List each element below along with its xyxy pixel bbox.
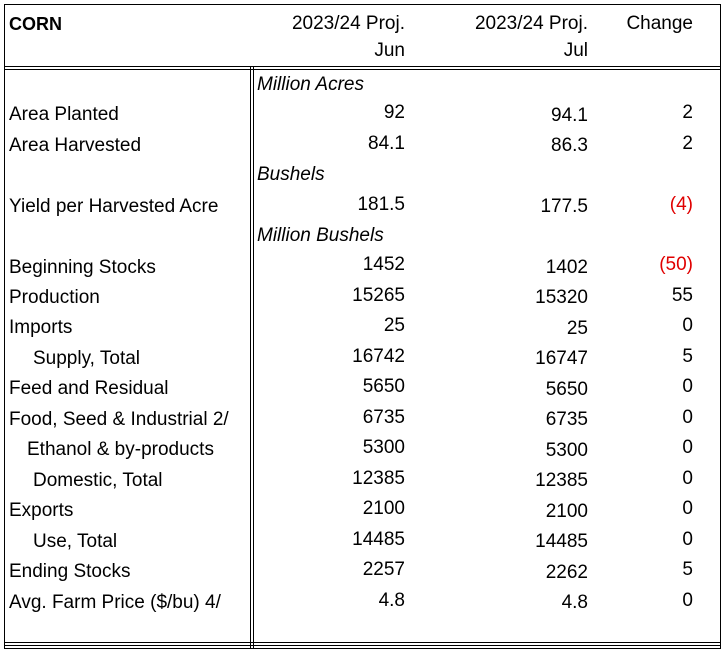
cell-jun: 4.8 xyxy=(378,590,405,611)
row-label: Ethanol & by-products xyxy=(27,439,214,460)
cell-jul: 1402 xyxy=(545,257,588,278)
cell-jul: 94.1 xyxy=(551,105,588,126)
cell-jun: 6735 xyxy=(362,407,405,428)
col-jun-header-line2: Jun xyxy=(374,40,405,61)
row-label: Avg. Farm Price ($/bu) 4/ xyxy=(9,592,221,613)
cell-jul: 5300 xyxy=(545,440,588,461)
cell-jul: 6735 xyxy=(545,409,588,430)
row-label: Beginning Stocks xyxy=(9,257,156,278)
footer-divider-double xyxy=(4,645,721,646)
col-jul-header-line1: 2023/24 Proj. xyxy=(474,13,588,34)
cell-jun: 12385 xyxy=(352,468,405,489)
cell-jul: 16747 xyxy=(535,348,588,369)
row-label: Food, Seed & Industrial 2/ xyxy=(9,409,229,430)
column-divider-double xyxy=(253,67,254,649)
column-divider xyxy=(250,67,251,649)
cell-jul: 12385 xyxy=(535,470,588,491)
cell-jun: 1452 xyxy=(362,254,405,275)
cell-change: 0 xyxy=(682,498,693,519)
cell-jun: 15265 xyxy=(352,285,405,306)
cell-change: 0 xyxy=(682,529,693,550)
cell-jul: 14485 xyxy=(535,531,588,552)
table-title: CORN xyxy=(9,14,62,34)
cell-jul: 2262 xyxy=(545,562,588,583)
table-frame xyxy=(4,4,721,649)
cell-jul: 86.3 xyxy=(551,135,588,156)
row-label: Yield per Harvested Acre xyxy=(9,196,219,217)
unit-label-acres: Million Acres xyxy=(257,74,364,95)
row-label: Domestic, Total xyxy=(33,470,163,491)
col-change-header: Change xyxy=(626,13,693,34)
cell-jun: 2100 xyxy=(362,498,405,519)
cell-jun: 181.5 xyxy=(357,194,405,215)
unit-label-million-bushels: Million Bushels xyxy=(257,225,384,246)
cell-change: 55 xyxy=(671,285,693,306)
cell-jul: 15320 xyxy=(535,287,588,308)
row-label: Production xyxy=(9,287,100,308)
cell-jul: 4.8 xyxy=(561,592,588,613)
cell-change: 2 xyxy=(682,133,693,154)
cell-change-negative: (50) xyxy=(659,254,693,275)
cell-jul: 2100 xyxy=(545,501,588,522)
cell-jun: 25 xyxy=(383,315,405,336)
cell-change: 0 xyxy=(682,315,693,336)
cell-change: 5 xyxy=(682,559,693,580)
row-label: Exports xyxy=(9,500,74,521)
row-label: Use, Total xyxy=(33,531,118,552)
header-divider-double xyxy=(4,69,721,70)
cell-change: 0 xyxy=(682,590,693,611)
cell-jul: 5650 xyxy=(545,379,588,400)
cell-jun: 2257 xyxy=(362,559,405,580)
cell-change-negative: (4) xyxy=(669,194,693,215)
row-label: Imports xyxy=(9,317,73,338)
cell-change: 0 xyxy=(682,376,693,397)
header-divider xyxy=(4,66,721,67)
cell-jul: 25 xyxy=(566,318,588,339)
cell-change: 2 xyxy=(682,102,693,123)
col-jun-header-line1: 2023/24 Proj. xyxy=(291,13,405,34)
cell-change: 0 xyxy=(682,437,693,458)
row-label: Ending Stocks xyxy=(9,561,131,582)
cell-jun: 14485 xyxy=(352,529,405,550)
cell-jun: 5300 xyxy=(362,437,405,458)
col-jul-header-line2: Jul xyxy=(563,40,588,61)
cell-change: 5 xyxy=(682,346,693,367)
cell-jun: 5650 xyxy=(362,376,405,397)
cell-jun: 16742 xyxy=(352,346,405,367)
cell-jun: 92 xyxy=(383,102,405,123)
row-label: Area Harvested xyxy=(9,135,142,156)
cell-change: 0 xyxy=(682,407,693,428)
row-label: Supply, Total xyxy=(33,348,141,369)
unit-label-bushels: Bushels xyxy=(257,164,325,185)
cell-jul: 177.5 xyxy=(540,196,588,217)
cell-change: 0 xyxy=(682,468,693,489)
row-label: Area Planted xyxy=(9,104,119,125)
row-label: Feed and Residual xyxy=(9,378,169,399)
cell-jun: 84.1 xyxy=(368,133,405,154)
footer-divider xyxy=(4,642,721,643)
